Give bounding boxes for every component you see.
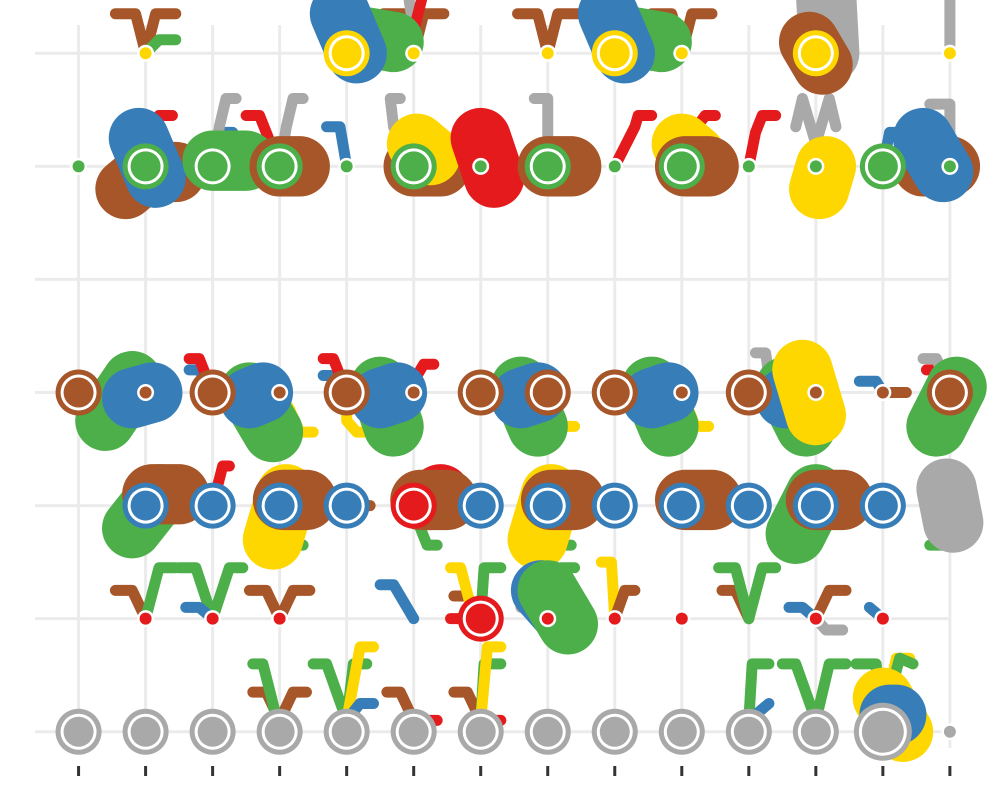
data-point [274, 387, 286, 399]
data-point [862, 711, 904, 753]
data-point [533, 491, 563, 521]
data-point [198, 717, 228, 747]
data-point [207, 613, 219, 625]
data-point [332, 717, 362, 747]
data-point [332, 38, 362, 68]
data-point [542, 613, 554, 625]
x-axis-ticks [79, 766, 950, 776]
data-point [408, 387, 420, 399]
data-point [64, 717, 94, 747]
stroke-mark [615, 115, 652, 166]
data-point [676, 47, 688, 59]
data-point [73, 160, 85, 172]
data-point [801, 491, 831, 521]
blob-mark [947, 489, 954, 523]
data-point [877, 613, 889, 625]
data-point [533, 378, 563, 408]
data-point [944, 726, 956, 738]
data-point [274, 613, 286, 625]
data-point [609, 160, 621, 172]
data-point [466, 491, 496, 521]
data-point [265, 717, 295, 747]
data-point [399, 151, 429, 181]
data-point [140, 613, 152, 625]
data-point [810, 387, 822, 399]
data-point [609, 613, 621, 625]
data-point [533, 151, 563, 181]
data-point [667, 151, 697, 181]
data-point [667, 717, 697, 747]
data-point [600, 378, 630, 408]
data-point [466, 604, 496, 634]
data-point [332, 491, 362, 521]
data-point [332, 378, 362, 408]
data-point [198, 491, 228, 521]
data-point [868, 491, 898, 521]
data-point [131, 717, 161, 747]
data-point [801, 717, 831, 747]
blob-mark [380, 393, 397, 399]
stroke-mark [749, 568, 776, 619]
data-point [944, 160, 956, 172]
data-point [533, 717, 563, 747]
blob-mark [249, 393, 262, 399]
data-point [935, 378, 965, 408]
data-point [341, 160, 353, 172]
data-point [140, 47, 152, 59]
data-point [600, 717, 630, 747]
data-point [667, 491, 697, 521]
data-point [676, 387, 688, 399]
stroke-mark [749, 115, 776, 166]
data-point [399, 717, 429, 747]
data-point [198, 151, 228, 181]
data-point [131, 151, 161, 181]
data-point [542, 47, 554, 59]
data-point [734, 717, 764, 747]
data-point [877, 387, 889, 399]
data-point [399, 491, 429, 521]
data-point [198, 378, 228, 408]
data-point [743, 160, 755, 172]
data-point [131, 491, 161, 521]
data-point [810, 160, 822, 172]
data-point [944, 47, 956, 59]
data-point [408, 47, 420, 59]
data-point [734, 491, 764, 521]
blob-mark [652, 393, 669, 399]
data-point [475, 160, 487, 172]
data-point [265, 491, 295, 521]
stroke-mark [380, 585, 414, 619]
stroke-mark [930, 0, 950, 53]
stroke-mark [146, 568, 176, 619]
data-point [600, 491, 630, 521]
data-point [810, 613, 822, 625]
data-point [600, 38, 630, 68]
data-point [868, 151, 898, 181]
stroke-mark [213, 568, 243, 619]
data-point [140, 387, 152, 399]
data-point [466, 717, 496, 747]
data-point [734, 378, 764, 408]
data-point [64, 378, 94, 408]
data-point [265, 151, 295, 181]
data-point [676, 613, 688, 625]
blob-mark [923, 138, 943, 172]
data-point [801, 38, 831, 68]
data-point [466, 378, 496, 408]
